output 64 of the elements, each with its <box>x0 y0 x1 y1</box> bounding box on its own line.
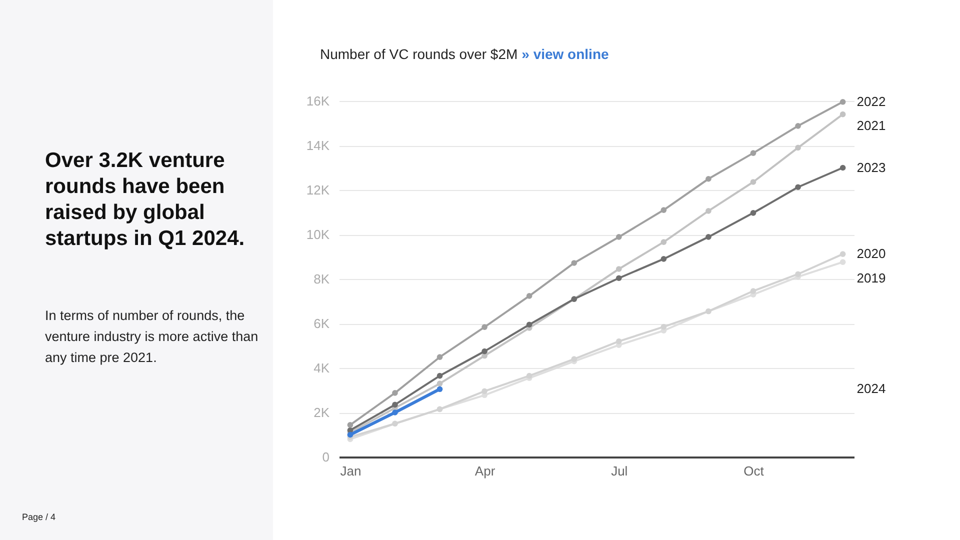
point <box>750 288 756 294</box>
y-tick-label: 0 <box>322 450 330 464</box>
point <box>795 271 801 278</box>
y-tick-label: 6K <box>314 316 330 331</box>
point <box>347 422 354 428</box>
point <box>840 111 846 118</box>
point <box>392 410 398 416</box>
series-label: 2020 <box>856 246 886 262</box>
point <box>616 338 622 344</box>
point <box>392 390 398 396</box>
y-tick-label: 12K <box>306 182 330 198</box>
point <box>482 324 488 330</box>
point <box>660 239 667 245</box>
series-label: 2021 <box>856 118 886 134</box>
point <box>526 322 532 328</box>
point <box>750 210 756 216</box>
text: In terms of number of rounds, the venture industry is more active than any time pre 2021. <box>45 307 260 367</box>
point <box>750 150 756 156</box>
point <box>795 184 801 190</box>
point <box>526 372 532 379</box>
y-tick-label: 16K <box>306 94 330 108</box>
x-tick-label: Jul <box>611 464 628 478</box>
text: Number of VC rounds over $2M <box>320 46 518 62</box>
point <box>795 144 801 151</box>
point <box>571 260 578 266</box>
point <box>840 259 846 265</box>
point <box>840 164 846 171</box>
point <box>482 348 488 354</box>
y-tick-label: 4K <box>314 360 330 376</box>
y-tick-label: 14K <box>306 138 330 153</box>
text: Over 3.2K venture rounds have been raised by global startups in Q1 2024. <box>45 148 246 252</box>
point <box>347 432 354 438</box>
y-tick-label: 10K <box>306 227 330 242</box>
x-tick-label: Oct <box>744 464 764 478</box>
point <box>436 354 443 360</box>
point <box>526 293 532 299</box>
point <box>616 266 622 272</box>
series-label: 2022 <box>856 94 886 109</box>
point <box>795 123 801 129</box>
point <box>660 324 667 330</box>
text: » view online <box>522 46 609 62</box>
point <box>660 207 667 213</box>
series-label: 2023 <box>856 160 886 175</box>
point <box>840 98 846 105</box>
y-tick-label: 8K <box>314 272 330 286</box>
point <box>616 234 622 240</box>
point <box>706 234 712 240</box>
x-tick-label: Jan <box>340 464 362 478</box>
point <box>436 380 443 386</box>
point <box>436 386 443 392</box>
text: Page / 4 <box>22 512 56 522</box>
x-tick-label: Apr <box>474 464 496 478</box>
point <box>706 176 712 182</box>
text: 2024 <box>856 381 886 396</box>
point <box>392 402 398 408</box>
point <box>840 251 846 257</box>
point <box>660 256 667 262</box>
point <box>616 275 622 282</box>
point <box>750 179 756 185</box>
series-label: 2019 <box>856 270 886 286</box>
y-tick-label: 2K <box>314 405 330 420</box>
point <box>706 208 712 214</box>
point <box>482 388 488 394</box>
point <box>436 372 443 379</box>
